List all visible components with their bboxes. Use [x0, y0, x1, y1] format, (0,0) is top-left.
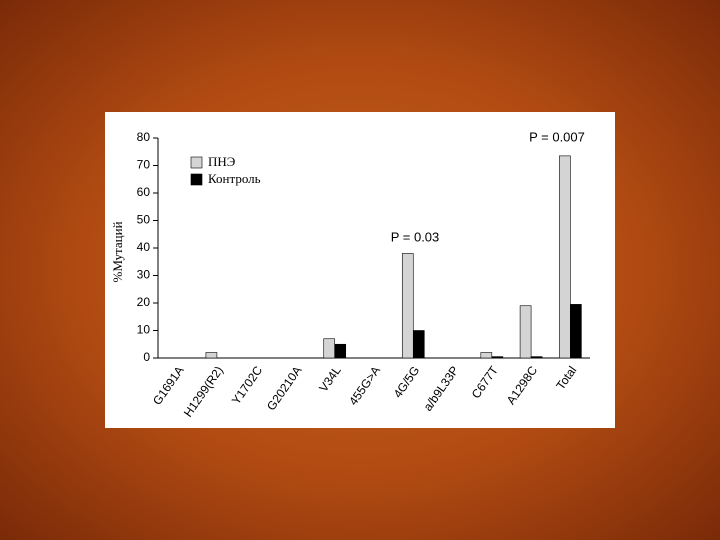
- y-tick-label: 30: [137, 268, 151, 282]
- x-tick-label: 455G>A: [346, 364, 383, 408]
- bar: [480, 352, 493, 359]
- bar: [559, 155, 571, 359]
- x-tick-label: a/b9L33P: [421, 364, 462, 414]
- bar: [570, 304, 582, 359]
- x-tick-label: H1299(R2): [181, 364, 226, 420]
- y-tick-label: 20: [137, 295, 151, 309]
- legend-label: Контроль: [208, 171, 261, 186]
- y-tick-label: 60: [137, 185, 151, 199]
- x-tick-label: V34L: [316, 363, 344, 394]
- x-tick-label: C677T: [469, 363, 502, 401]
- bar: [412, 330, 425, 359]
- x-tick-label: G1691A: [150, 364, 187, 408]
- y-tick-label: 70: [137, 158, 151, 172]
- y-tick-label: 10: [137, 323, 151, 337]
- bar: [491, 356, 504, 359]
- bar: [530, 356, 543, 359]
- annotation: P = 0.007: [529, 129, 585, 144]
- chart-panel: %Мутаций 0 10 20 30 40 50 60 70 80 G1691A H1299(R2…: [105, 112, 615, 428]
- bar: [334, 343, 347, 359]
- x-tick-label: G20210A: [264, 364, 305, 414]
- legend-label: ПНЭ: [208, 154, 236, 169]
- x-tick-label: Y1702C: [229, 363, 266, 407]
- y-tick-label: 80: [137, 130, 151, 144]
- bar: [323, 338, 336, 359]
- x-tick-label: 4G/5G: [391, 364, 423, 401]
- y-tick-label: 0: [143, 350, 150, 364]
- bar: [205, 352, 218, 359]
- y-tick-label: 50: [137, 213, 151, 227]
- bar: [401, 253, 414, 359]
- y-tick-label: 40: [137, 240, 151, 254]
- x-tick-label: Total: [553, 364, 579, 393]
- chart: %Мутаций 0 10 20 30 40 50 60 70 80 G1691AH1299(R2…: [110, 129, 590, 420]
- x-tick-label: A1298C: [504, 363, 541, 407]
- bar: [519, 305, 532, 359]
- legend-swatch: [190, 156, 203, 169]
- legend-swatch: [190, 173, 203, 186]
- annotation: P = 0.03: [391, 229, 440, 244]
- y-axis-label: %Мутаций: [110, 221, 125, 282]
